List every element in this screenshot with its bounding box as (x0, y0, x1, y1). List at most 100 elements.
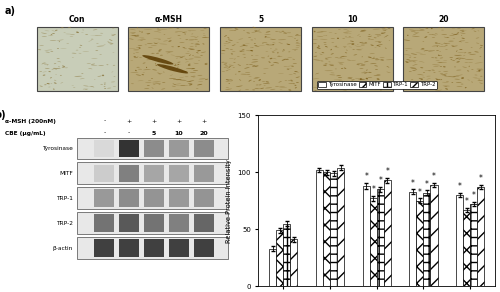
Ellipse shape (461, 77, 464, 79)
Ellipse shape (375, 69, 378, 70)
Ellipse shape (346, 50, 348, 51)
Ellipse shape (343, 46, 346, 47)
Ellipse shape (266, 81, 269, 82)
Ellipse shape (452, 82, 453, 83)
Ellipse shape (262, 81, 265, 82)
Bar (323, 172, 330, 286)
Ellipse shape (80, 45, 82, 46)
Ellipse shape (158, 73, 160, 74)
Ellipse shape (112, 52, 114, 53)
Bar (194, 164, 214, 182)
Ellipse shape (130, 72, 138, 73)
Ellipse shape (388, 28, 390, 29)
Bar (456, 195, 463, 286)
Ellipse shape (437, 62, 444, 63)
Ellipse shape (193, 70, 198, 71)
Ellipse shape (444, 86, 447, 87)
Ellipse shape (438, 43, 440, 44)
Ellipse shape (358, 83, 362, 84)
Ellipse shape (326, 89, 328, 90)
Ellipse shape (277, 56, 280, 57)
Bar (477, 187, 484, 286)
Text: CBE (μg/mL): CBE (μg/mL) (5, 131, 46, 136)
Ellipse shape (266, 31, 270, 32)
Ellipse shape (478, 80, 483, 81)
Ellipse shape (325, 46, 328, 47)
Text: +: + (126, 119, 132, 124)
Ellipse shape (177, 67, 178, 68)
Ellipse shape (423, 72, 425, 73)
Ellipse shape (418, 61, 424, 62)
Ellipse shape (178, 79, 182, 80)
Ellipse shape (376, 74, 380, 75)
Ellipse shape (249, 80, 252, 81)
Ellipse shape (295, 87, 297, 88)
Ellipse shape (471, 69, 474, 70)
Bar (144, 164, 164, 182)
Ellipse shape (202, 37, 209, 38)
Ellipse shape (322, 52, 324, 53)
Ellipse shape (435, 90, 442, 91)
Ellipse shape (442, 82, 448, 83)
Ellipse shape (284, 59, 289, 60)
Ellipse shape (385, 48, 386, 49)
Bar (94, 190, 114, 207)
Ellipse shape (343, 29, 349, 30)
Ellipse shape (455, 58, 458, 59)
Ellipse shape (314, 31, 316, 32)
Ellipse shape (250, 47, 252, 48)
Text: b): b) (0, 110, 6, 120)
Ellipse shape (382, 30, 386, 31)
Bar (312, 27, 392, 91)
Ellipse shape (384, 29, 388, 30)
Ellipse shape (189, 49, 194, 50)
Ellipse shape (386, 66, 390, 67)
Ellipse shape (147, 33, 150, 34)
Ellipse shape (330, 38, 335, 39)
Ellipse shape (46, 83, 50, 84)
Ellipse shape (189, 84, 192, 86)
Ellipse shape (270, 58, 272, 59)
Ellipse shape (286, 57, 292, 58)
Ellipse shape (252, 59, 258, 60)
Ellipse shape (468, 52, 471, 53)
Ellipse shape (278, 81, 282, 82)
Text: *: * (465, 197, 468, 206)
Ellipse shape (50, 51, 53, 52)
Ellipse shape (62, 67, 65, 68)
Text: +: + (176, 119, 182, 124)
Ellipse shape (202, 43, 204, 44)
Ellipse shape (100, 54, 102, 55)
Ellipse shape (54, 80, 56, 81)
Ellipse shape (278, 43, 283, 44)
Ellipse shape (248, 37, 251, 38)
Ellipse shape (452, 60, 455, 61)
Ellipse shape (104, 44, 106, 45)
Ellipse shape (131, 33, 136, 34)
Ellipse shape (187, 51, 190, 52)
Ellipse shape (73, 87, 76, 88)
Ellipse shape (68, 27, 71, 28)
Ellipse shape (252, 27, 256, 28)
Ellipse shape (386, 35, 388, 36)
Ellipse shape (460, 33, 466, 34)
Ellipse shape (184, 71, 187, 72)
Ellipse shape (406, 59, 410, 60)
Ellipse shape (96, 43, 98, 44)
Ellipse shape (254, 43, 256, 44)
Ellipse shape (240, 51, 242, 52)
Ellipse shape (338, 77, 342, 78)
Ellipse shape (369, 72, 372, 73)
Ellipse shape (205, 79, 208, 80)
Ellipse shape (354, 54, 357, 55)
Ellipse shape (456, 50, 458, 52)
Ellipse shape (342, 56, 347, 57)
Ellipse shape (107, 41, 109, 42)
Ellipse shape (476, 43, 480, 44)
Bar (220, 27, 301, 91)
Ellipse shape (464, 62, 468, 63)
Ellipse shape (130, 35, 138, 36)
Ellipse shape (225, 65, 228, 66)
Ellipse shape (317, 47, 320, 48)
Ellipse shape (344, 68, 346, 69)
